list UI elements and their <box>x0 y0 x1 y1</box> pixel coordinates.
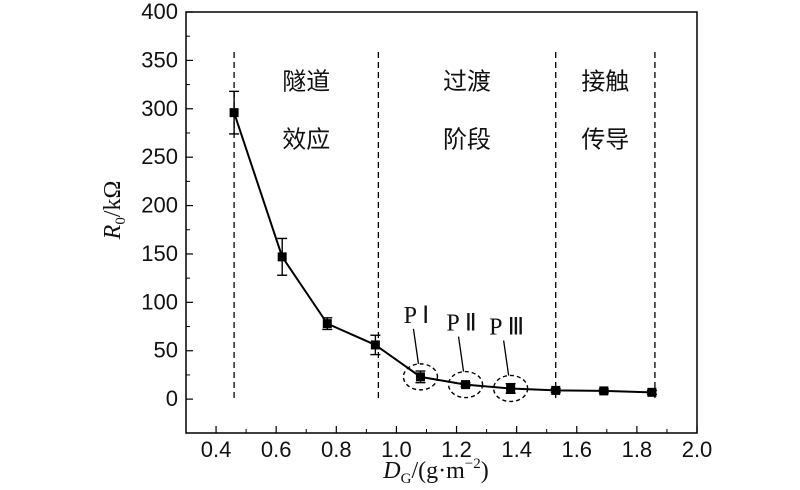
highlight-leader <box>412 328 420 364</box>
highlight-label: P Ⅰ <box>404 303 430 329</box>
highlight-circle <box>402 363 439 391</box>
y-tick-label: 350 <box>141 47 178 72</box>
annotations: P Ⅰ P Ⅱ P Ⅲ <box>402 303 529 403</box>
x-tick-label: 1.6 <box>561 437 592 462</box>
x-tick-label: 2.0 <box>682 437 713 462</box>
data-point <box>415 372 425 382</box>
data-point <box>370 340 380 350</box>
highlight-label: P Ⅲ <box>489 314 524 340</box>
data-point <box>229 108 239 118</box>
y-tick-label: 300 <box>141 96 178 121</box>
y-tick-label: 200 <box>141 193 178 218</box>
highlight-label: P Ⅱ <box>446 311 476 337</box>
y-tick-label: 100 <box>141 289 178 314</box>
highlight-leader <box>457 336 465 372</box>
x-axis-label: DG/(g·m−2) <box>382 456 488 487</box>
y-tick-label: 150 <box>141 241 178 266</box>
data-point <box>647 387 657 397</box>
region-label: 效应 <box>282 125 330 153</box>
data-point <box>599 386 609 396</box>
data-point <box>277 252 287 262</box>
x-tick-label: 1.4 <box>501 437 532 462</box>
region-label: 传导 <box>581 125 629 153</box>
plot-frame <box>185 11 698 434</box>
y-tick-label: 250 <box>141 144 178 169</box>
y-tick-label: 0 <box>166 386 178 411</box>
highlight-circle <box>447 370 484 399</box>
x-tick-label: 0.8 <box>321 437 352 462</box>
x-tick-label: 1.2 <box>441 437 472 462</box>
data-point <box>461 380 471 390</box>
region-label: 过渡 <box>443 67 491 95</box>
y-tick-label: 400 <box>141 0 178 24</box>
axis-ticks: 0.4 0.6 0.8 1.0 1.2 1.4 1.6 1.8 2.0 0 50 100 150 200 2… <box>141 0 712 462</box>
plot-border <box>185 11 698 434</box>
x-tick-label: 1.0 <box>381 437 412 462</box>
x-tick-label: 1.8 <box>622 437 653 462</box>
y-tick-label: 50 <box>154 338 178 363</box>
highlight-circle <box>492 374 529 403</box>
data-point <box>322 319 332 329</box>
region-label: 隧道 <box>282 67 330 95</box>
data-point <box>506 383 516 393</box>
data-series <box>229 90 657 397</box>
region-label: 阶段 <box>443 125 491 153</box>
highlight-leader <box>502 340 510 376</box>
region-label: 接触 <box>581 67 629 95</box>
x-tick-label: 0.4 <box>201 437 232 462</box>
x-tick-label: 0.6 <box>261 437 292 462</box>
series-line <box>233 112 652 394</box>
data-point <box>551 385 561 395</box>
y-axis-label: R0/kΩ <box>100 181 129 241</box>
